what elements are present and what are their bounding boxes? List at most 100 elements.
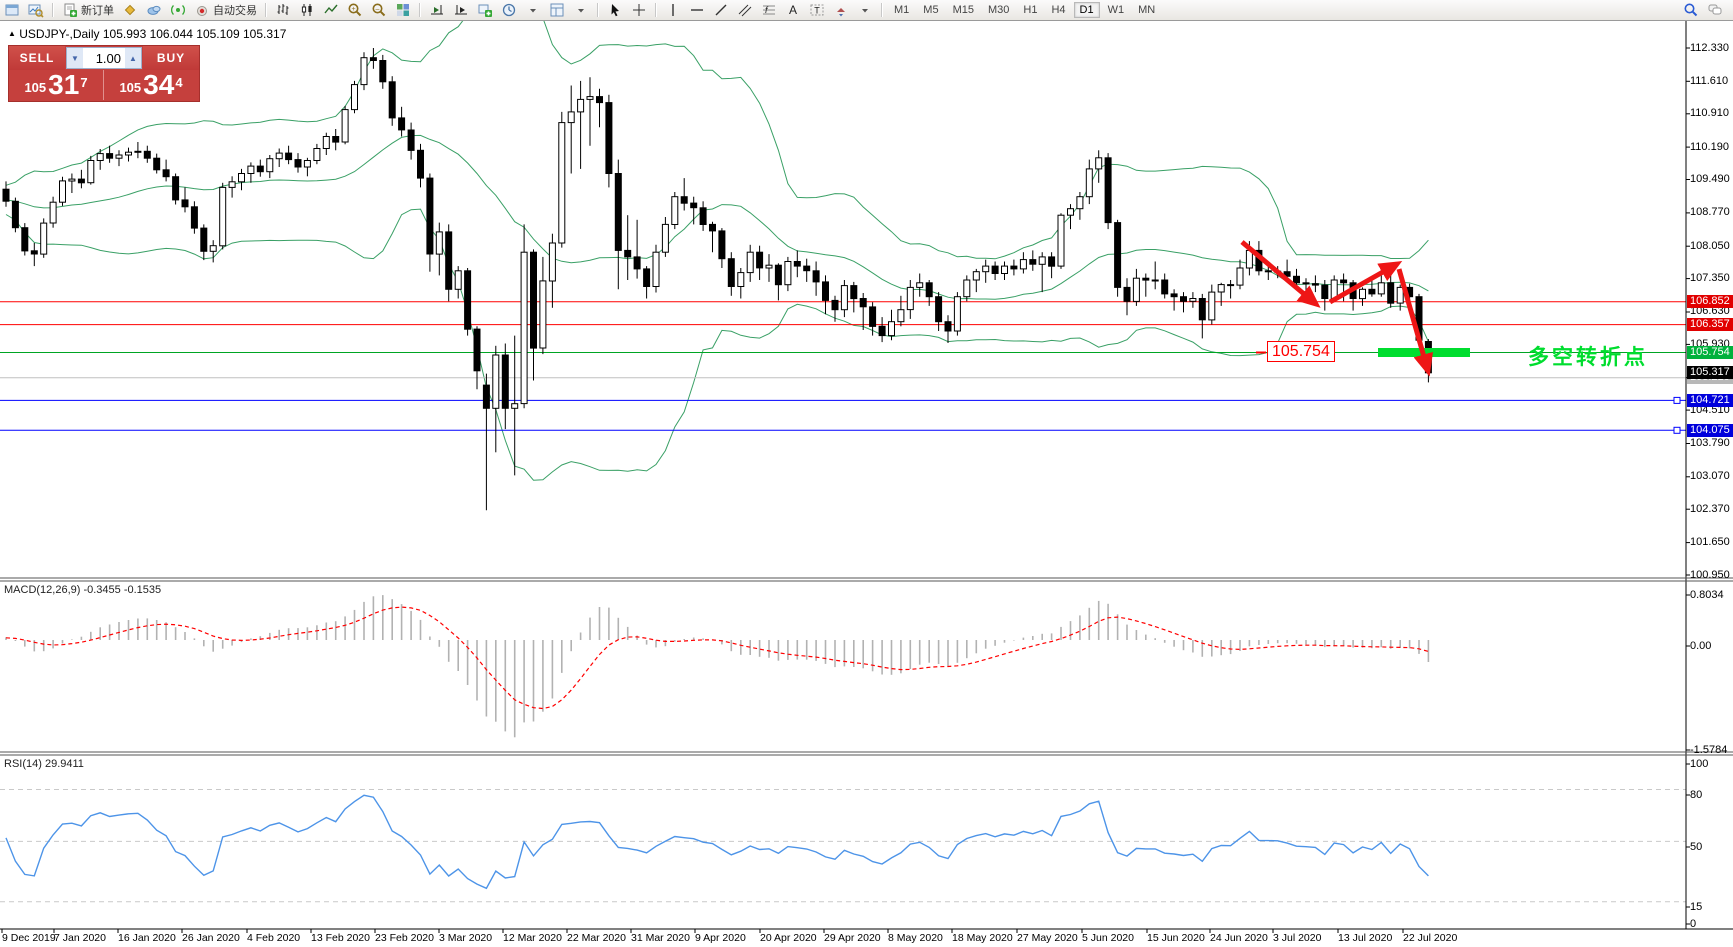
svg-text:f: f — [765, 5, 769, 15]
dropdown-icon[interactable] — [570, 1, 592, 19]
price-line-label: 105.754 — [1687, 346, 1733, 359]
date-label: 15 Jun 2020 — [1147, 932, 1205, 944]
timeframe-m15-button[interactable]: M15 — [952, 4, 974, 16]
date-label: 24 Jun 2020 — [1210, 932, 1268, 944]
bar-chart-icon[interactable] — [272, 1, 294, 19]
date-label: 12 Mar 2020 — [503, 932, 562, 944]
date-label: 31 Mar 2020 — [631, 932, 690, 944]
tile-windows-icon[interactable] — [392, 1, 414, 19]
price-tick-label: 108.770 — [1690, 206, 1730, 218]
panel-collapse-icon[interactable]: ▲ — [8, 29, 16, 38]
price-tick-label: 112.330 — [1690, 42, 1729, 54]
template-icon[interactable] — [546, 1, 568, 19]
search-icon[interactable] — [1680, 1, 1702, 19]
period-icon[interactable] — [498, 1, 520, 19]
candlestick-chart-icon[interactable] — [296, 1, 318, 19]
fibonacci-icon[interactable]: f — [758, 1, 780, 19]
date-label: 3 Jul 2020 — [1273, 932, 1322, 944]
price-tick-label: 107.350 — [1690, 272, 1730, 284]
date-label: 8 May 2020 — [888, 932, 943, 944]
line-chart-icon[interactable] — [320, 1, 342, 19]
vertical-line-icon[interactable] — [662, 1, 684, 19]
date-label: 18 May 2020 — [952, 932, 1013, 944]
timeframe-w1-button[interactable]: W1 — [1107, 4, 1125, 16]
macd-pane — [5, 595, 1430, 738]
price-tick-label: 111.610 — [1690, 75, 1729, 87]
timeframe-h4-button[interactable]: H4 — [1051, 4, 1066, 16]
text-label-icon[interactable]: T — [806, 1, 828, 19]
trendline-icon[interactable] — [710, 1, 732, 19]
bid-price-label: 105.317 — [1687, 366, 1733, 379]
auto-scroll-icon[interactable] — [450, 1, 472, 19]
volume-up-button[interactable]: ▲ — [125, 48, 141, 68]
date-label: 16 Jan 2020 — [118, 932, 176, 944]
chart-profile-icon[interactable] — [25, 1, 47, 19]
toolbar-separator — [655, 3, 657, 17]
horizontal-lines[interactable] — [0, 301, 1686, 434]
price-tick-label: 110.190 — [1690, 141, 1729, 153]
timeframe-m30-button[interactable]: M30 — [987, 4, 1010, 16]
arrows-icon[interactable] — [830, 1, 852, 19]
timeframe-h1-button[interactable]: H1 — [1023, 4, 1038, 16]
signals-icon[interactable] — [167, 1, 189, 19]
date-label: 4 Feb 2020 — [247, 932, 301, 944]
timeframe-mn-button[interactable]: MN — [1138, 4, 1156, 16]
indicator-tick-label: 80 — [1690, 789, 1703, 801]
community-icon[interactable] — [143, 1, 165, 19]
timeframe-m1-button[interactable]: M1 — [894, 4, 910, 16]
crosshair-icon[interactable] — [628, 1, 650, 19]
date-label: 13 Jul 2020 — [1338, 932, 1393, 944]
timeframe-m5-button[interactable]: M5 — [923, 4, 939, 16]
zoom-in-icon[interactable]: + — [344, 1, 366, 19]
dropdown-icon[interactable] — [854, 1, 876, 19]
main-toolbar: 新订单 自动交易 + – f A T M1 M5 M15 M30 H1 H4 D1 W1 MN — [0, 0, 1733, 21]
svg-text:–: – — [376, 6, 380, 13]
auto-trading-button[interactable]: 自动交易 — [191, 1, 260, 19]
chart-window[interactable]: ▲ USDJPY-,Daily 105.993 106.044 105.109 … — [0, 20, 1733, 947]
chart-title: ▲ USDJPY-,Daily 105.993 106.044 105.109 … — [8, 27, 286, 41]
buy-button[interactable]: BUY — [143, 46, 199, 70]
date-label: 29 Apr 2020 — [824, 932, 881, 944]
sell-button[interactable]: SELL — [9, 46, 65, 70]
rsi-pane — [0, 789, 1686, 903]
metaeditor-icon[interactable] — [119, 1, 141, 19]
volume-down-button[interactable]: ▼ — [67, 48, 83, 68]
new-chart-icon[interactable] — [1, 1, 23, 19]
channel-icon[interactable] — [734, 1, 756, 19]
zoom-out-icon[interactable]: – — [368, 1, 390, 19]
date-label: 27 May 2020 — [1017, 932, 1078, 944]
price-tick-label: 103.070 — [1690, 470, 1730, 482]
toolbar-separator — [881, 3, 883, 17]
indicator-tick-label: -1.5784 — [1690, 744, 1728, 756]
indicator-tick-label: 100 — [1690, 758, 1709, 770]
date-label: 22 Jul 2020 — [1403, 932, 1458, 944]
date-label: 26 Jan 2020 — [182, 932, 240, 944]
symbol-name: USDJPY-,Daily — [19, 27, 100, 41]
chart-shift-icon[interactable] — [426, 1, 448, 19]
toolbar-separator — [419, 3, 421, 17]
date-label: 20 Apr 2020 — [760, 932, 817, 944]
price-tick-label: 109.490 — [1690, 173, 1730, 185]
price-line-label: 104.721 — [1687, 394, 1733, 407]
volume-input[interactable]: 1.00 — [83, 48, 125, 68]
turning-point-annotation[interactable]: 多空转折点 — [1528, 346, 1648, 369]
timeframe-d1-button[interactable]: D1 — [1073, 2, 1100, 18]
svg-text:+: + — [351, 6, 355, 13]
price-line-label: 104.075 — [1687, 424, 1733, 437]
price-tick-label: 101.650 — [1690, 536, 1730, 548]
buy-price[interactable]: 105 34 4 — [119, 69, 183, 100]
dropdown-icon[interactable] — [522, 1, 544, 19]
horizontal-line-icon[interactable] — [686, 1, 708, 19]
chat-icon[interactable] — [1704, 1, 1726, 19]
macd-label: MACD(12,26,9) -0.3455 -0.1535 — [4, 584, 162, 596]
new-order-button[interactable]: 新订单 — [59, 1, 117, 19]
text-icon[interactable]: A — [782, 1, 804, 19]
sell-price[interactable]: 105 31 7 — [9, 70, 104, 100]
cursor-icon[interactable] — [604, 1, 626, 19]
annotation-shapes[interactable] — [1240, 240, 1470, 377]
price-tick-label: 100.950 — [1690, 569, 1730, 581]
price-tick-label: 104.510 — [1690, 404, 1730, 416]
add-indicator-icon[interactable] — [474, 1, 496, 19]
level-price-label[interactable]: 105.754 — [1267, 341, 1335, 362]
